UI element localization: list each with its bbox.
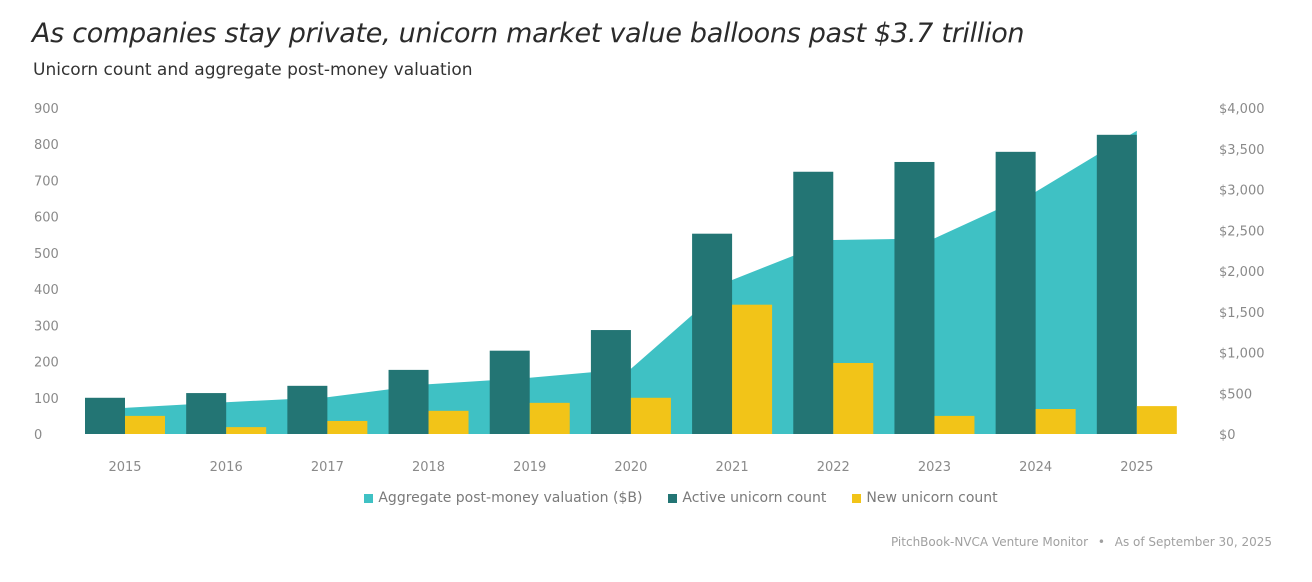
new-bar-2022 [833,363,874,434]
x-tick-label: 2021 [716,460,749,475]
x-tick-label: 2019 [513,460,546,475]
chart-title: As companies stay private, unicorn marke… [32,18,1025,49]
chart-subtitle: Unicorn count and aggregate post-money v… [33,60,473,80]
x-tick-label: 2024 [1019,460,1052,475]
source-text: PitchBook-NVCA Venture Monitor [890,535,1089,549]
x-tick-label: 2023 [918,460,951,475]
left-tick-label: 800 [34,138,59,153]
active-bar-2022 [793,171,834,435]
active-bar-2025 [1096,134,1137,434]
active-bar-2023 [894,161,935,434]
valuation-area [125,130,1137,435]
right-tick-label: $1,500 [1219,306,1265,321]
right-tick-label: $1,000 [1219,347,1265,362]
x-axis: 2015 2016 2017 2018 2019 2020 2021 2022 2023 2024… [108,460,1153,475]
left-tick-label: 700 [34,174,59,189]
active-bar-2021 [692,233,733,434]
right-tick-label: $3,000 [1219,184,1265,199]
right-tick-label: $4,000 [1219,102,1265,117]
legend-label-valuation: Aggregate post-money valuation ($B) [378,490,643,506]
source-date: As of September 30, 2025 [1114,535,1272,549]
active-bar-2024 [995,151,1036,434]
legend-swatch-valuation [364,493,374,503]
right-tick-label: $0 [1219,428,1236,443]
legend-item-valuation: Aggregate post-money valuation ($B) [364,490,642,506]
left-tick-label: 600 [34,211,59,226]
left-tick-label: 400 [34,283,59,298]
new-bar-2018 [428,410,469,434]
left-tick-label: 900 [34,102,59,117]
left-tick-label: 0 [34,428,42,443]
new-bar-2024 [1035,409,1076,434]
new-bar-2019 [529,402,570,434]
legend-swatch-new [852,493,862,503]
new-bar-2021 [732,304,773,434]
new-bar-2017 [327,420,368,434]
legend-swatch-active [668,493,678,503]
right-tick-label: $2,500 [1219,224,1265,239]
new-bar-2023 [934,415,975,434]
right-tick-label: $2,000 [1219,265,1265,280]
x-tick-label: 2017 [311,460,344,475]
active-bar-2018 [388,369,429,434]
left-tick-label: 100 [34,392,59,407]
x-tick-label: 2015 [108,460,141,475]
right-y-axis: $4,000 $3,500 $3,000 $2,500 $2,000 $1,500 $1,0… [1219,102,1265,443]
x-tick-label: 2016 [210,460,243,475]
source-separator: • [1097,535,1105,549]
new-bar-2016 [226,427,267,434]
source-note: PitchBook-NVCA Venture Monitor • As of S… [891,535,1272,549]
active-bar-2020 [590,330,631,434]
x-tick-label: 2025 [1120,460,1153,475]
x-tick-label: 2020 [614,460,647,475]
new-bar-2020 [630,397,671,434]
legend-item-active: Active unicorn count [668,490,826,506]
active-bar-2015 [85,397,125,434]
bar-layer [85,134,1177,435]
left-tick-label: 500 [34,247,59,262]
new-bar-2015 [125,415,165,434]
legend-label-active: Active unicorn count [682,490,827,506]
right-tick-label: $3,500 [1219,143,1265,158]
legend-label-new: New unicorn count [866,490,998,506]
active-bar-2019 [489,350,530,434]
right-tick-label: $500 [1219,387,1252,402]
legend-item-new: New unicorn count [852,490,998,506]
new-bar-2025 [1136,406,1177,434]
active-bar-2017 [287,385,328,434]
left-y-axis: 900 800 700 600 500 400 300 200 100 0 [34,102,59,443]
x-tick-label: 2022 [817,460,850,475]
legend: Aggregate post-money valuation ($B) Acti… [0,490,1312,506]
left-tick-label: 200 [34,356,59,371]
left-tick-label: 300 [34,319,59,334]
active-bar-2016 [186,393,227,434]
x-tick-label: 2018 [412,460,445,475]
